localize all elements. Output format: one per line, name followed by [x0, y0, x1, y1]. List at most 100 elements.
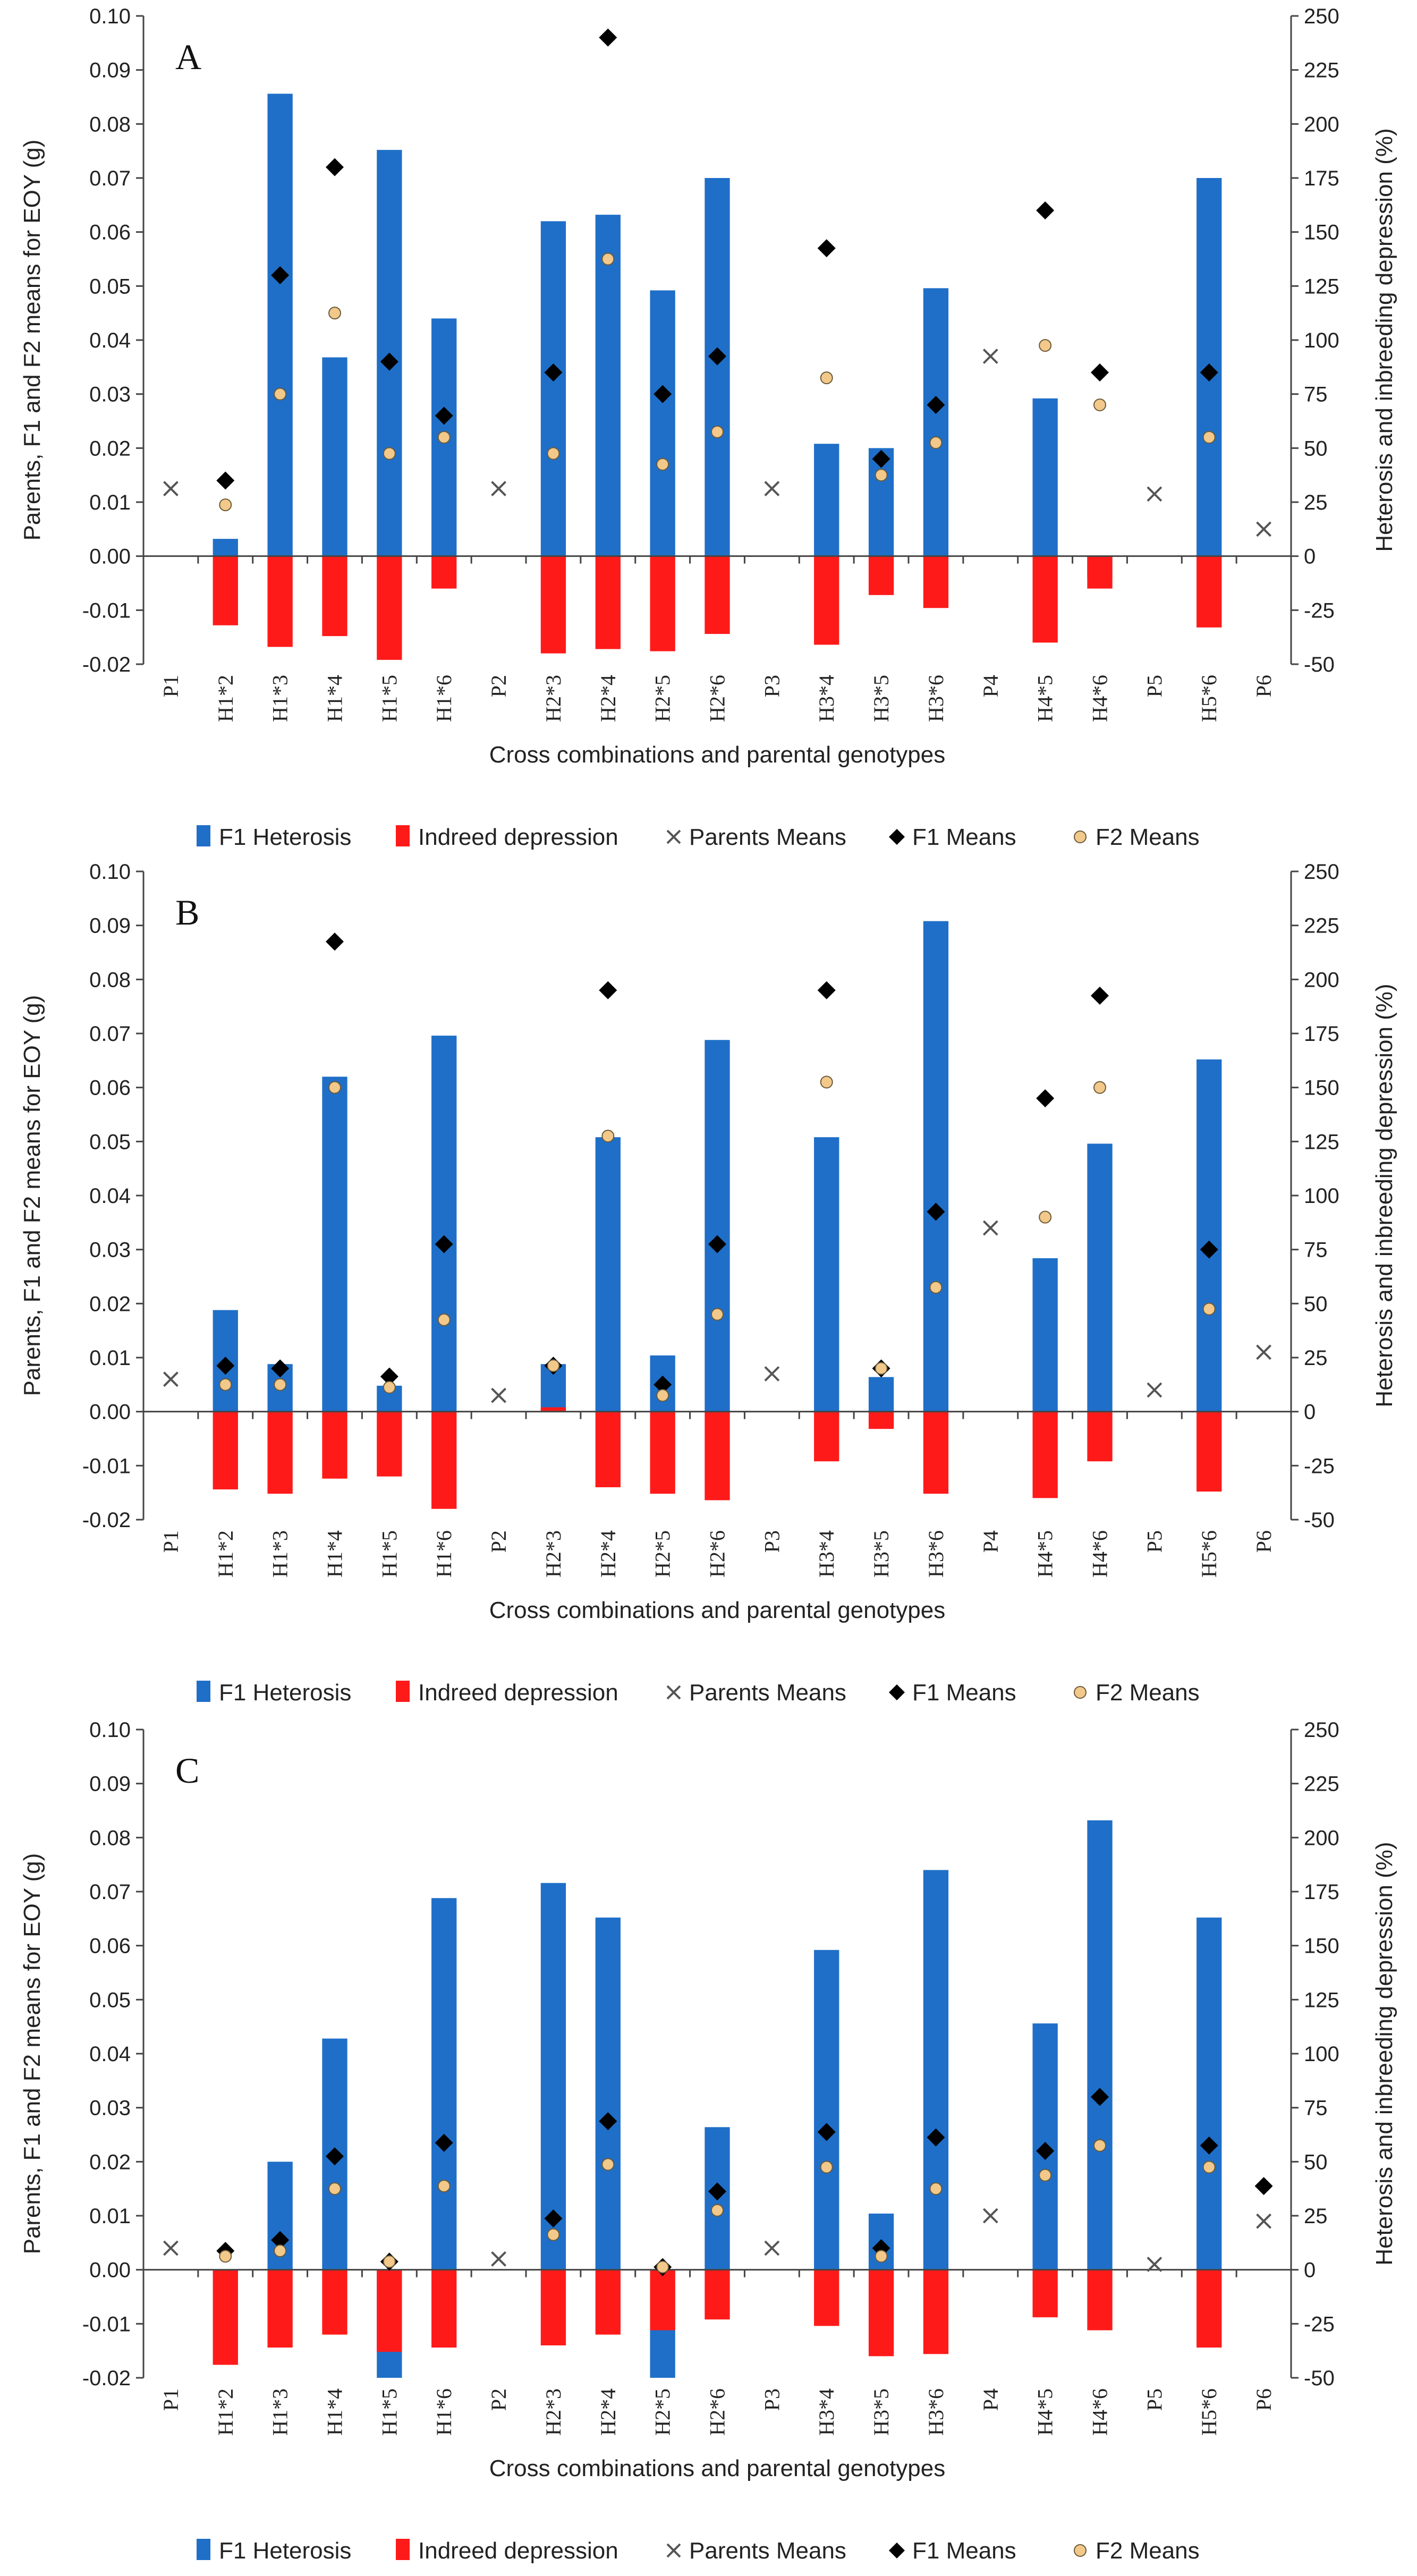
y2-tick-label: 225: [1304, 1773, 1339, 1796]
depression-bar: [322, 556, 347, 637]
f1-mean-point: [1036, 2142, 1055, 2160]
parents-mean-point: [491, 481, 506, 496]
f1-mean-point: [380, 1367, 398, 1386]
depression-bar: [650, 2269, 675, 2331]
heterosis-bar: [923, 921, 949, 1412]
f1-mean-point: [1091, 2088, 1109, 2106]
depression-bar: [595, 1411, 621, 1487]
parents-mean-point: [1256, 2213, 1271, 2229]
x-category-label: H1*4: [323, 1530, 347, 1578]
legend-entry: Indreed depression: [418, 1680, 618, 1706]
x-category-label: H1*6: [432, 1530, 456, 1578]
x-category-label: P1: [159, 1530, 183, 1553]
y2-tick-label: 100: [1304, 1184, 1339, 1208]
x-category-label: H1*4: [323, 675, 347, 722]
legend-entry: F1 Means: [912, 2538, 1016, 2564]
x-category-label: H2*6: [706, 2388, 729, 2436]
depression-bar: [377, 1411, 402, 1477]
f1-mean-point: [544, 363, 563, 382]
x-category-label: H1*5: [377, 675, 401, 722]
y2-tick-label: 200: [1304, 968, 1339, 992]
x-category-label: H2*5: [651, 2388, 675, 2436]
f1-mean-point: [1091, 363, 1109, 382]
depression-bar: [705, 2269, 730, 2320]
y-tick-label: 0.09: [89, 59, 131, 82]
y-tick-label: 0.03: [89, 1239, 131, 1262]
y2-axis-title: Heterosis and inbreeding depression (%): [1371, 128, 1397, 552]
x-category-label: P4: [979, 2388, 1003, 2411]
depression-bar: [868, 556, 894, 595]
depression-bar: [705, 1411, 730, 1501]
f2-mean-point: [328, 1081, 341, 1094]
y-tick-label: 0.00: [89, 1401, 131, 1424]
y2-tick-label: 25: [1304, 491, 1328, 514]
y-tick-label: 0.03: [89, 383, 131, 406]
x-axis-title: Cross combinations and parental genotype…: [489, 1597, 946, 1623]
heterosis-bar: [431, 1036, 457, 1412]
heterosis-bar: [705, 1040, 730, 1412]
y2-tick-label: -25: [1304, 2312, 1335, 2336]
x-category-label: H1*3: [268, 1530, 292, 1578]
x-category-label: P1: [159, 2388, 183, 2411]
f2-mean-point: [1202, 1302, 1216, 1316]
y2-tick-label: 75: [1304, 2097, 1328, 2120]
f1-mean-point: [271, 1359, 290, 1378]
f1-mean-point: [380, 352, 398, 371]
f2-mean-point: [711, 1308, 724, 1321]
x-category-label: H3*4: [814, 1530, 838, 1578]
x-category-label: P5: [1142, 1530, 1166, 1553]
parents-mean-point: [491, 2251, 506, 2267]
legend-entry: F1 Means: [912, 824, 1016, 850]
f1-mean-point: [1200, 2136, 1218, 2155]
x-category-label: H4*5: [1033, 1530, 1057, 1578]
chart-panel-c: -0.02 -0.01 0.00 0.01 0.02 0.03 0.04 0.05 0.06 0.…: [19, 1718, 1397, 2564]
f1-mean-point: [1200, 363, 1218, 382]
legend-swatch: [1074, 2544, 1087, 2557]
f1-mean-point: [927, 2128, 945, 2147]
y-axis-title: Parents, F1 and F2 means for EOY (g): [19, 140, 45, 541]
y-tick-label: 0.03: [89, 2097, 131, 2120]
depression-bar: [650, 556, 675, 651]
y2-tick-label: 50: [1304, 437, 1328, 460]
heterosis-bar: [923, 1870, 949, 2270]
f2-mean-point: [1039, 2168, 1052, 2182]
y-tick-label: 0.05: [89, 275, 131, 298]
y-tick-label: -0.01: [82, 2312, 131, 2336]
x-category-label: H2*4: [596, 1530, 620, 1578]
heterosis-bar: [267, 94, 293, 556]
f2-mean-point: [1093, 1081, 1106, 1094]
x-category-label: H3*5: [869, 2388, 893, 2436]
y2-tick-label: 175: [1304, 1022, 1339, 1046]
f1-mean-point: [435, 406, 453, 425]
heterosis-bar: [431, 1898, 457, 2270]
f1-mean-point: [654, 1375, 672, 1394]
parents-mean-point: [764, 481, 780, 496]
y-tick-label: 0.01: [89, 1346, 131, 1370]
heterosis-bar: [1032, 398, 1058, 556]
parents-mean-point: [982, 2208, 998, 2224]
y2-tick-label: 50: [1304, 2150, 1328, 2174]
y2-tick-label: 150: [1304, 221, 1339, 244]
f1-mean-point: [1254, 2177, 1273, 2196]
y2-tick-label: 250: [1304, 5, 1339, 28]
legend-entry: Indreed depression: [418, 824, 618, 850]
x-category-label: P5: [1142, 2388, 1166, 2411]
f2-mean-point: [547, 447, 560, 460]
y-tick-label: 0.09: [89, 1773, 131, 1796]
x-category-label: H4*5: [1033, 2388, 1057, 2436]
parents-mean-point: [163, 2240, 179, 2256]
f2-mean-point: [820, 371, 833, 385]
x-category-label: H2*3: [541, 1530, 565, 1578]
legend-swatch: [1074, 1686, 1087, 1699]
depression-bar: [377, 556, 402, 660]
x-category-label: H2*5: [651, 675, 675, 722]
x-category-label: H4*6: [1088, 2388, 1112, 2436]
parents-mean-point: [1147, 2257, 1163, 2272]
y-tick-label: 0.04: [89, 1184, 131, 1208]
heterosis-bar: [923, 288, 949, 556]
depression-bar: [1197, 556, 1222, 628]
legend-swatch: [1074, 831, 1087, 843]
f2-mean-point: [328, 2182, 341, 2196]
x-category-label: H2*6: [706, 1530, 729, 1578]
